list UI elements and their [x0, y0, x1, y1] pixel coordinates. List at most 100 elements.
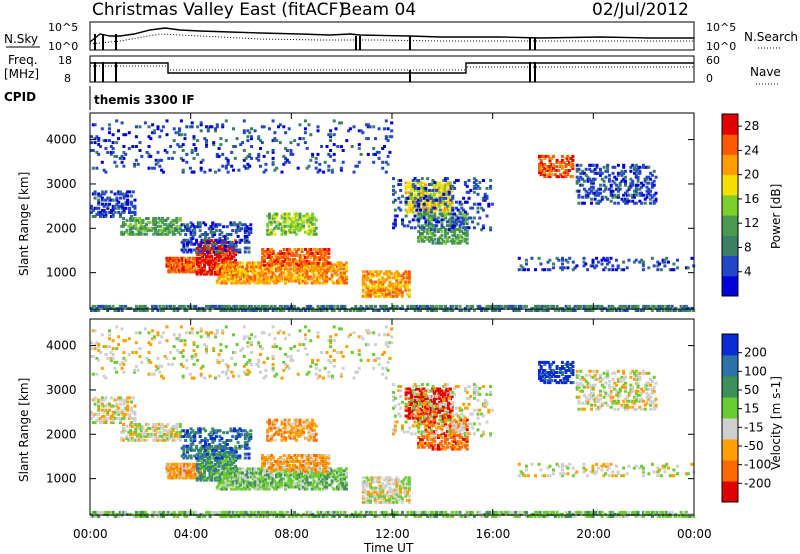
- echo-cell: [221, 304, 225, 308]
- echo-cell: [622, 193, 626, 197]
- echo-cell: [291, 228, 295, 232]
- echo-cell: [205, 304, 208, 308]
- echo-cell: [370, 286, 374, 290]
- echo-cell: [447, 187, 451, 191]
- echo-cell: [232, 460, 236, 464]
- echo-cell: [179, 262, 183, 266]
- echo-cell: [386, 154, 390, 158]
- echo-cell: [298, 259, 302, 263]
- echo-cell: [248, 263, 252, 267]
- echo-cell: [208, 252, 212, 256]
- echo-cell: [186, 264, 190, 268]
- echo-cell: [606, 197, 610, 201]
- echo-cell: [229, 244, 233, 248]
- echo-cell: [614, 268, 618, 272]
- echo-cell: [337, 277, 341, 281]
- echo-cell: [261, 251, 265, 255]
- echo-cell: [289, 149, 293, 152]
- echo-cell: [173, 232, 177, 236]
- echo-cell: [483, 192, 487, 196]
- echo-cell: [104, 416, 108, 420]
- echo-cell: [174, 306, 178, 310]
- colorbar-tick-label: 20: [744, 168, 759, 182]
- echo-cell: [444, 230, 448, 233]
- echo-cell: [191, 448, 195, 452]
- echo-cell: [372, 290, 376, 294]
- echo-cell: [302, 214, 306, 218]
- echo-cell: [650, 181, 654, 185]
- echo-cell: [566, 159, 570, 162]
- echo-cell: [602, 268, 606, 272]
- echo-cell: [311, 261, 315, 265]
- echo-cell: [166, 224, 170, 228]
- echo-cell: [467, 216, 471, 220]
- echo-cell: [178, 226, 182, 230]
- echo-cell: [686, 306, 690, 310]
- echo-cell: [402, 280, 406, 284]
- echo-cell: [537, 304, 541, 308]
- echo-cell: [160, 158, 164, 162]
- echo-cell: [108, 202, 112, 206]
- echo-cell: [640, 193, 644, 197]
- echo-cell: [204, 254, 208, 258]
- echo-cell: [243, 231, 247, 235]
- echo-cell: [622, 268, 626, 272]
- echo-cell: [273, 277, 277, 281]
- echo-cell: [233, 429, 236, 433]
- echo-cell: [231, 435, 235, 439]
- echo-cell: [199, 476, 203, 480]
- echo-cell: [453, 226, 457, 230]
- echo-cell: [441, 200, 445, 204]
- echo-cell: [266, 304, 270, 308]
- echo-cell: [577, 195, 581, 199]
- echo-cell: [469, 188, 473, 192]
- echo-cell: [266, 251, 270, 255]
- echo-cell: [166, 430, 170, 434]
- echo-cell: [413, 309, 417, 312]
- echo-cell: [424, 206, 428, 210]
- echo-cell: [264, 269, 268, 273]
- echo-cell: [638, 191, 642, 195]
- echo-cell: [440, 224, 444, 228]
- echo-cell: [647, 189, 651, 193]
- echo-cell: [287, 228, 291, 232]
- echo-cell: [341, 271, 345, 275]
- echo-cell: [125, 230, 129, 234]
- echo-cell: [316, 309, 320, 312]
- echo-cell: [220, 456, 224, 460]
- echo-cell: [223, 483, 226, 487]
- echo-cell: [604, 185, 608, 189]
- echo-cell: [318, 255, 322, 259]
- echo-cell: [271, 273, 275, 277]
- echo-cell: [219, 481, 223, 485]
- echo-cell: [210, 266, 214, 270]
- echo-cell: [278, 263, 282, 267]
- echo-cell: [130, 232, 134, 236]
- echo-cell: [273, 137, 277, 141]
- echo-cell: [104, 210, 108, 214]
- echo-cell: [193, 233, 197, 236]
- echo-cell: [126, 306, 129, 310]
- echo-cell: [120, 398, 124, 402]
- echo-cell: [264, 275, 268, 279]
- colorbar-tick-label: 28: [744, 119, 759, 133]
- echo-cell: [129, 224, 133, 228]
- echo-cell: [441, 187, 445, 191]
- echo-cell: [436, 239, 440, 243]
- echo-cell: [422, 304, 426, 308]
- echo-cell: [569, 165, 573, 168]
- echo-cell: [285, 214, 289, 218]
- echo-cell: [235, 481, 239, 485]
- echo-cell: [186, 256, 190, 260]
- echo-cell: [198, 450, 202, 454]
- echo-cell: [374, 290, 378, 294]
- echo-cell: [208, 168, 212, 172]
- echo-cell: [463, 306, 467, 310]
- echo-cell: [638, 199, 642, 203]
- echo-cell: [255, 271, 259, 275]
- echo-cell: [595, 304, 599, 308]
- echo-cell: [577, 189, 581, 193]
- echo-cell: [407, 270, 411, 274]
- echo-cell: [276, 275, 280, 279]
- echo-cell: [535, 304, 539, 308]
